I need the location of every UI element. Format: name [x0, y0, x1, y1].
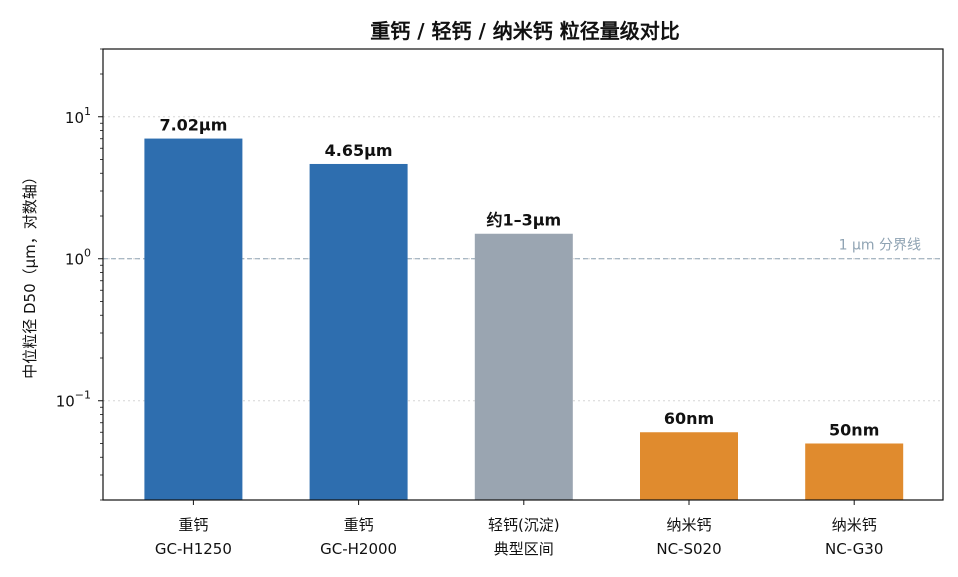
y-tick-label: 10−1 — [56, 389, 91, 411]
x-tick-label: GC-H2000 — [320, 540, 397, 558]
x-tick-label: 轻钙(沉淀) — [488, 516, 560, 534]
x-tick-label: NC-G30 — [825, 540, 883, 558]
y-axis-label: 中位粒径 D50（μm，对数轴） — [21, 169, 39, 379]
y-tick-label: 101 — [65, 105, 91, 127]
x-tick-label: NC-S020 — [656, 540, 721, 558]
plot-frame — [102, 48, 944, 501]
reference-line-label: 1 μm 分界线 — [839, 238, 921, 254]
data-label: 4.65μm — [325, 141, 393, 160]
x-axis-ticks: 重钙 GC-H1250 重钙 GC-H2000 轻钙(沉淀) 典型区间 纳米钙 NC-S020… — [155, 500, 883, 558]
data-label: 50nm — [829, 420, 879, 439]
y-tick-label: 100 — [65, 247, 91, 269]
data-label: 60nm — [664, 409, 714, 428]
data-label: 7.02μm — [159, 116, 227, 135]
x-tick-label: 纳米钙 — [832, 516, 877, 534]
bars — [144, 138, 904, 501]
bar — [309, 163, 408, 501]
x-tick-label: 重钙 — [344, 516, 374, 534]
x-tick-label: 典型区间 — [494, 540, 554, 558]
bar — [474, 233, 573, 500]
x-tick-label: 重钙 — [178, 516, 208, 534]
bar — [144, 138, 243, 500]
x-tick-label: 纳米钙 — [666, 516, 711, 534]
x-tick-label: GC-H1250 — [155, 540, 232, 558]
data-label: 约1–3μm — [486, 211, 561, 230]
data-labels: 7.02μm 4.65μm 约1–3μm 60nm 50nm — [159, 116, 879, 440]
y-axis-ticks: 10−1 100 101 — [56, 48, 103, 501]
bar — [805, 443, 904, 500]
bar — [640, 432, 738, 500]
chart-title: 重钙 / 轻钙 / 纳米钙 粒径量级对比 — [370, 19, 679, 43]
